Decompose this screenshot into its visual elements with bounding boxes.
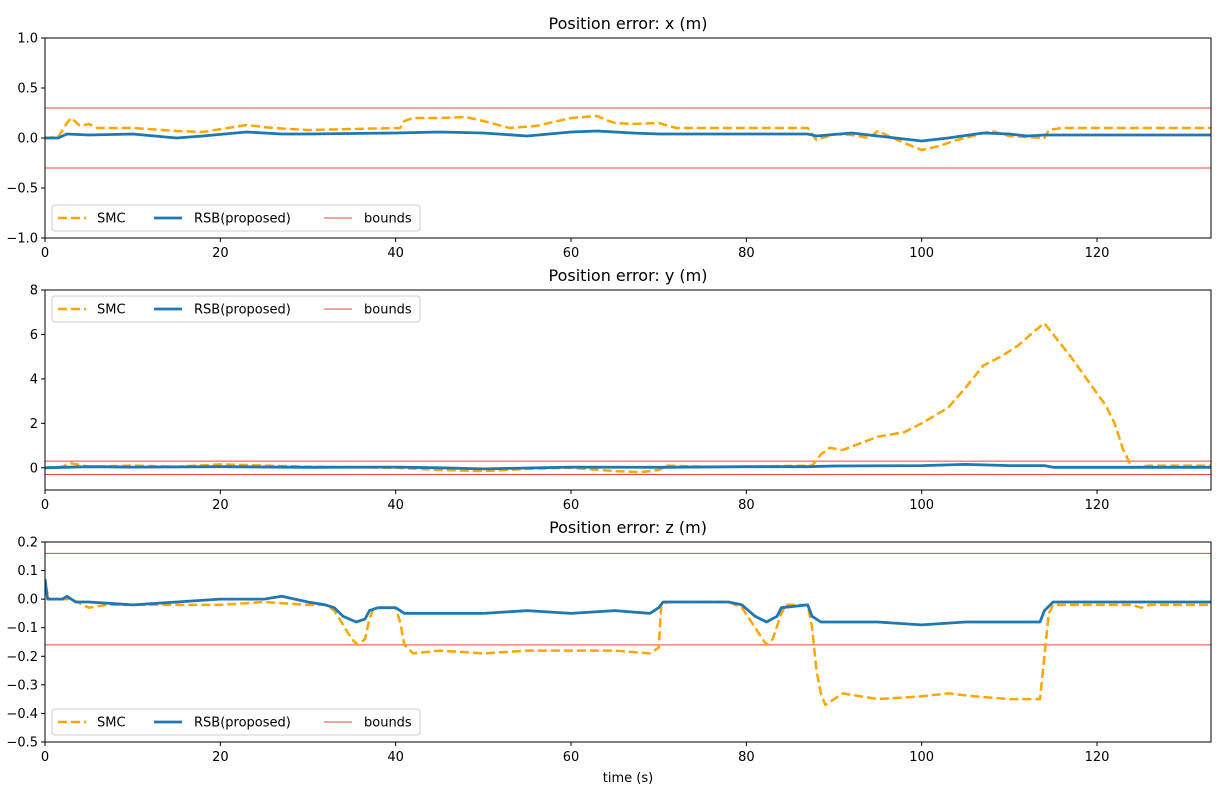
y-tick-label: −0.3	[6, 678, 38, 693]
series-line-rsb	[45, 129, 1211, 143]
x-tick-label: 120	[1085, 246, 1110, 261]
y-tick-label: 8	[30, 284, 38, 299]
legend-label: RSB(proposed)	[194, 303, 291, 318]
x-tick-label: 120	[1085, 750, 1110, 765]
y-tick-label: 0.0	[17, 593, 38, 608]
chart-title: Position error: x (m)	[549, 14, 708, 33]
x-tick-label: 100	[909, 246, 934, 261]
x-tick-label: 80	[738, 246, 755, 261]
chart-panel-1: Position error: x (m) 0 20 40 60 80 100 120 −1.0…	[6, 14, 1212, 261]
series-line-smc	[45, 114, 1211, 152]
legend-box	[51, 708, 421, 736]
chart-panel-2: Position error: y (m) 0 20 40 60 80 100 120 0 2 4 6…	[30, 266, 1212, 513]
legend-label: SMC	[97, 303, 126, 318]
y-tick-label: 4	[30, 372, 38, 387]
legend: SMC RSB(proposed) bounds	[51, 204, 421, 232]
legend-label: bounds	[364, 716, 412, 731]
y-tick-label: 0	[30, 461, 38, 476]
x-tick-label: 40	[387, 246, 404, 261]
x-tick-label: 60	[563, 246, 580, 261]
legend: SMC RSB(proposed) bounds	[51, 295, 421, 323]
x-tick-label: 60	[563, 498, 580, 513]
y-tick-label: −0.5	[6, 182, 38, 197]
x-tick-label: 0	[41, 498, 49, 513]
y-tick-label: −0.5	[6, 736, 38, 751]
y-tick-label: 1.0	[17, 32, 38, 47]
x-tick-label: 20	[212, 246, 229, 261]
y-tick-label: −1.0	[6, 232, 38, 247]
chart-title: Position error: y (m)	[549, 266, 708, 285]
x-tick-label: 40	[387, 498, 404, 513]
y-tick-label: 0.5	[17, 82, 38, 97]
y-tick-label: −0.2	[6, 650, 38, 665]
y-tick-label: 2	[30, 417, 38, 432]
chart-panel-3: Position error: z (m) 0 20 40 60 80 100 120 −0.5…	[6, 518, 1212, 786]
x-axis-label: time (s)	[603, 771, 653, 786]
y-tick-label: 0.2	[17, 536, 38, 551]
y-tick-label: 6	[30, 328, 38, 343]
legend-label: SMC	[97, 716, 126, 731]
x-tick-label: 40	[387, 750, 404, 765]
series-line-rsb	[45, 578, 1211, 627]
legend-box	[51, 204, 421, 232]
x-tick-label: 0	[41, 750, 49, 765]
x-tick-label: 100	[909, 750, 934, 765]
legend-label: bounds	[364, 303, 412, 318]
chart-title: Position error: z (m)	[549, 518, 707, 537]
x-tick-label: 100	[909, 498, 934, 513]
x-tick-label: 80	[738, 498, 755, 513]
legend: SMC RSB(proposed) bounds	[51, 708, 421, 736]
series-line-smc	[45, 322, 1211, 474]
legend-label: bounds	[364, 212, 412, 227]
axes-frame	[44, 289, 1212, 491]
y-tick-label: 0.1	[17, 564, 38, 579]
axes-frame	[44, 541, 1212, 743]
legend-label: RSB(proposed)	[194, 212, 291, 227]
y-tick-label: −0.1	[6, 621, 38, 636]
x-tick-label: 80	[738, 750, 755, 765]
x-tick-label: 120	[1085, 498, 1110, 513]
y-tick-label: −0.4	[6, 707, 38, 722]
legend-label: SMC	[97, 212, 126, 227]
x-tick-label: 60	[563, 750, 580, 765]
x-tick-label: 20	[212, 498, 229, 513]
series-line-smc	[45, 584, 1211, 707]
x-tick-label: 0	[41, 246, 49, 261]
legend-box	[51, 295, 421, 323]
y-tick-label: 0.0	[17, 132, 38, 147]
x-tick-label: 20	[212, 750, 229, 765]
series-line-rsb	[45, 463, 1211, 471]
legend-label: RSB(proposed)	[194, 716, 291, 731]
